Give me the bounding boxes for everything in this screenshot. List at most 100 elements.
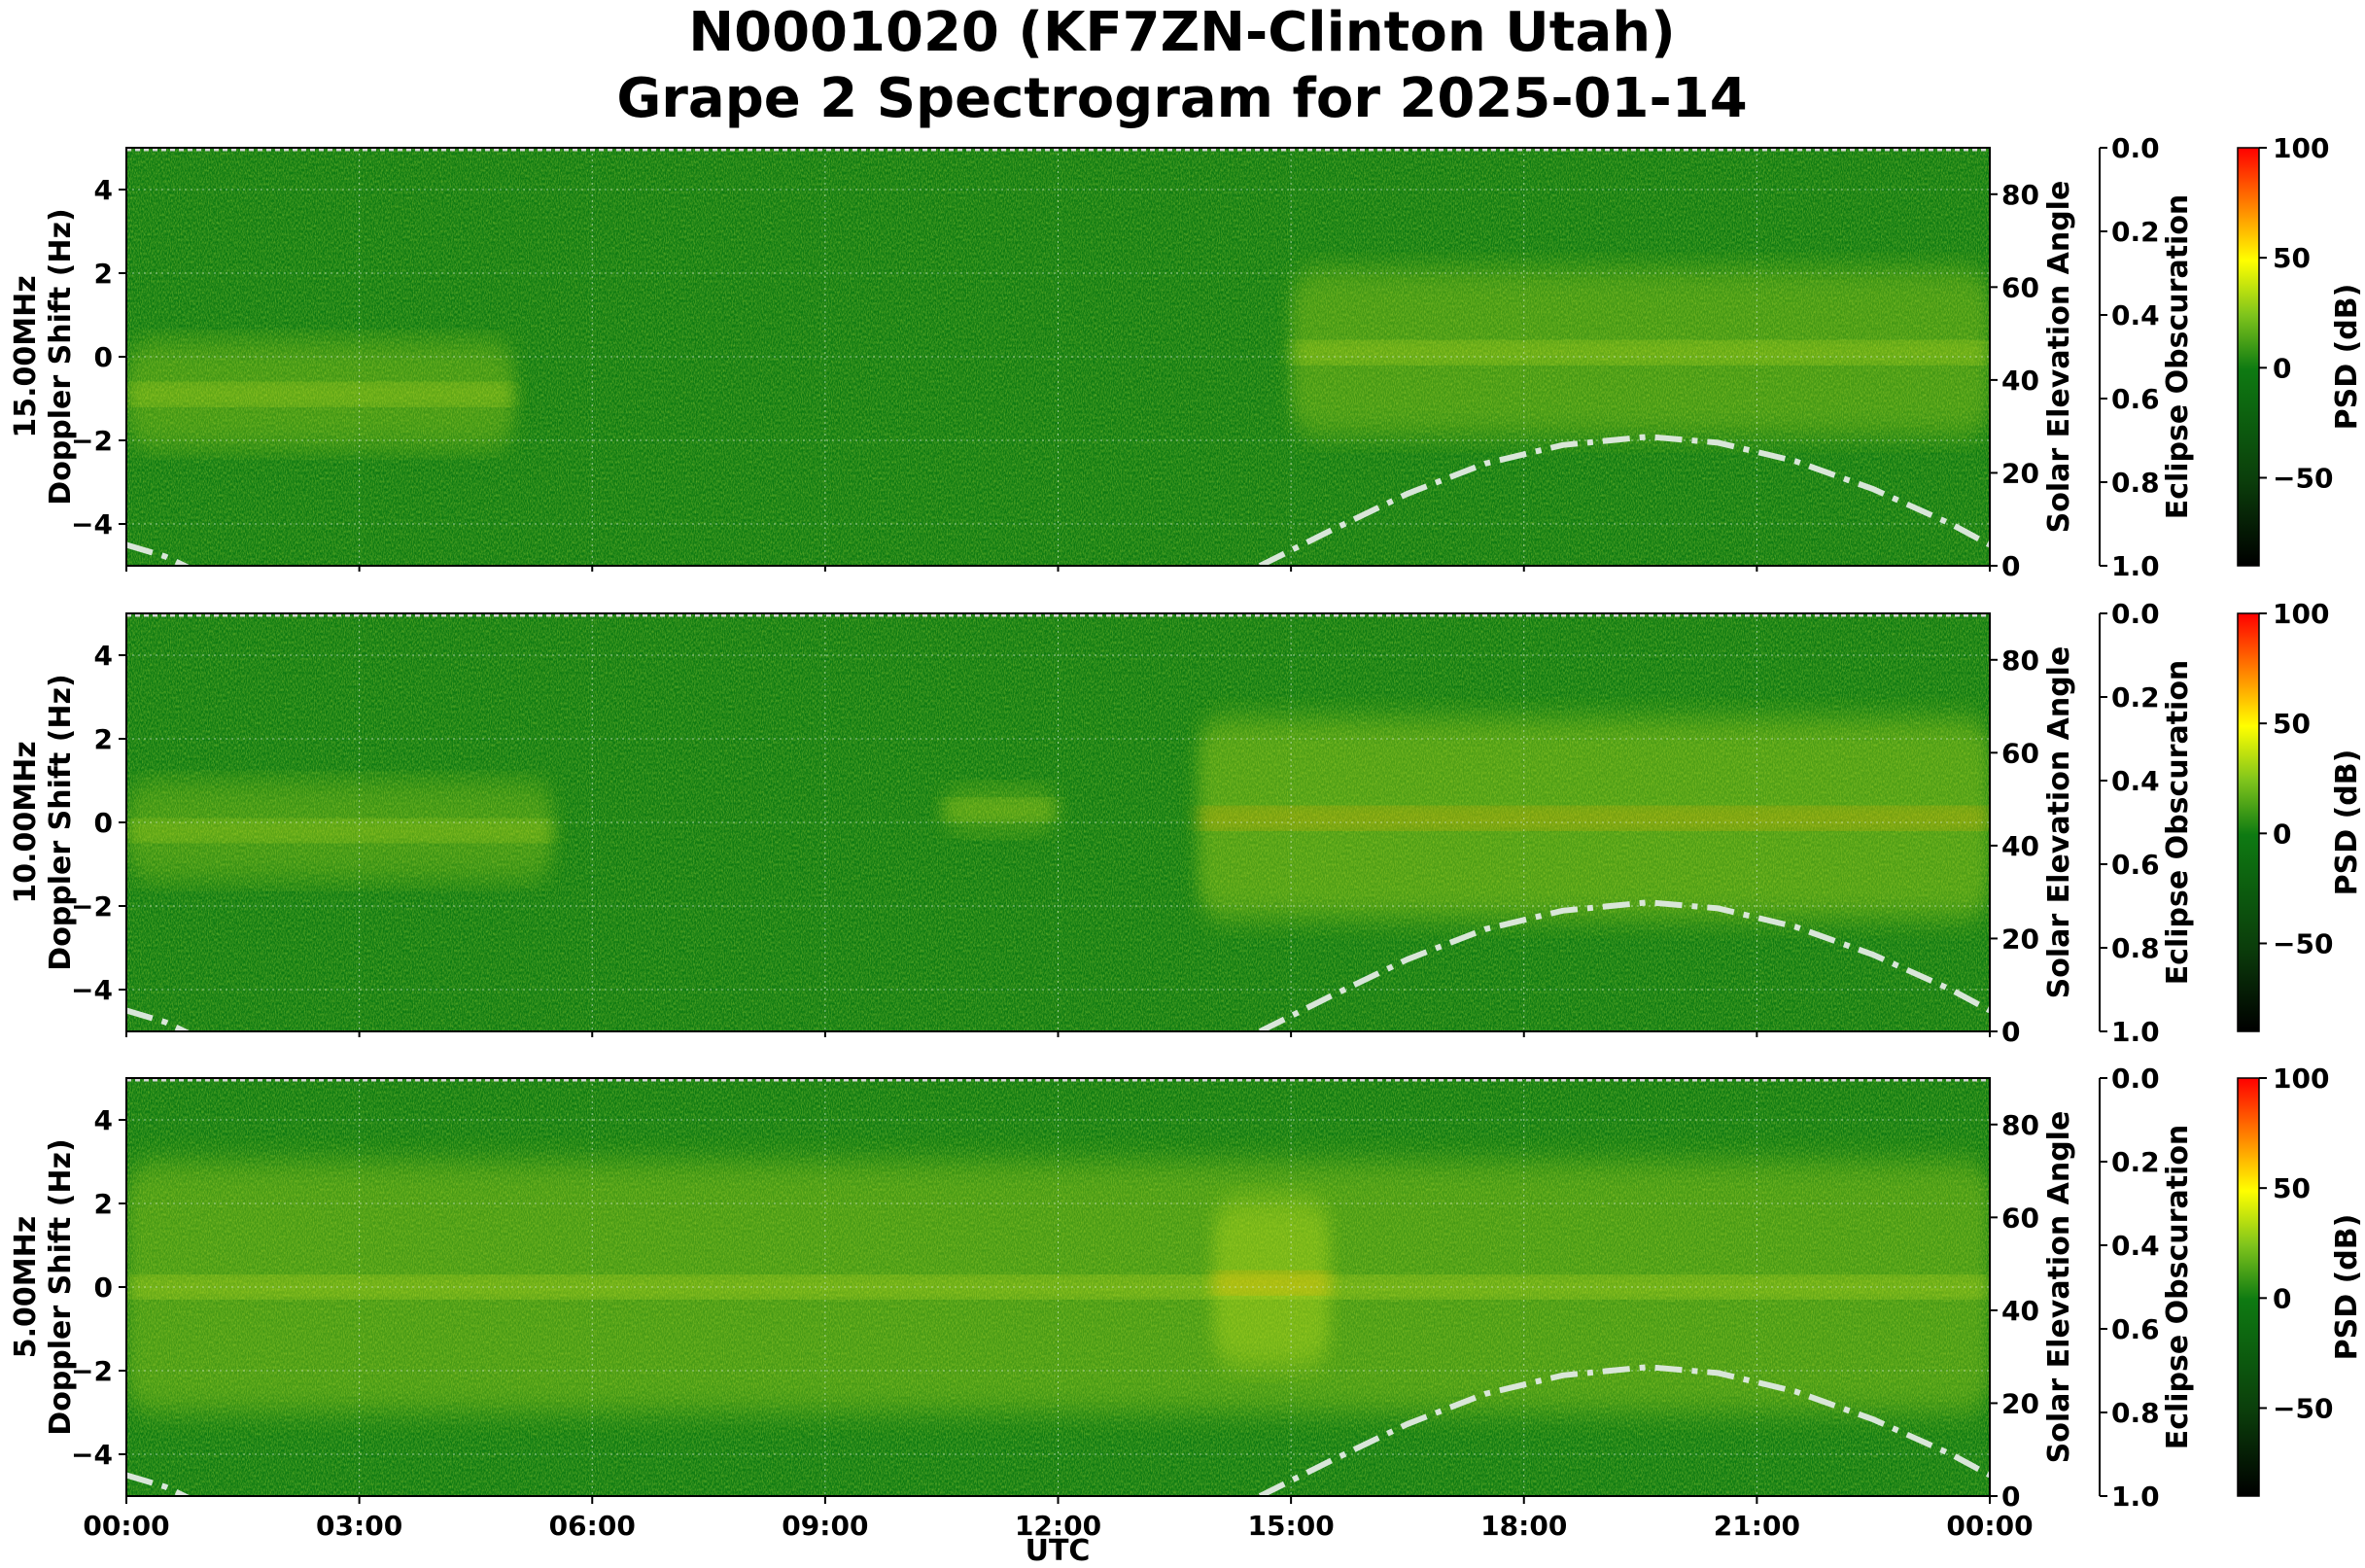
eclipse-axis-label: Eclipse Obscuration <box>2161 660 2195 986</box>
panels: 420−2−415.00MHzDoppler Shift (Hz)8060402… <box>9 132 2364 1542</box>
x-tick-label: 21:00 <box>1714 1510 1800 1542</box>
doppler-trace <box>1213 1272 1331 1294</box>
y-axis-label-unit: Doppler Shift (Hz) <box>44 674 78 970</box>
y2-tick-label: 40 <box>2001 1295 2039 1327</box>
y2-tick-label: 80 <box>2001 1109 2039 1141</box>
y2-tick-label: 60 <box>2001 1202 2039 1234</box>
eclipse-tick-label: 0.4 <box>2111 299 2160 331</box>
y-tick-label: 2 <box>94 258 113 290</box>
panel-5-00mhz: 420−2−45.00MHzDoppler Shift (Hz)80604020… <box>9 1063 2364 1542</box>
eclipse-axis-label: Eclipse Obscuration <box>2161 194 2195 520</box>
x-tick-label: 03:00 <box>316 1510 402 1542</box>
colorbar-tick-label: −50 <box>2273 462 2333 494</box>
x-tick-label: 15:00 <box>1248 1510 1335 1542</box>
colorbar-tick-label: 0 <box>2273 818 2291 850</box>
y2-tick-label: 40 <box>2001 365 2039 397</box>
y2-tick-label: 0 <box>2001 1016 2020 1048</box>
y-tick-label: −2 <box>71 890 113 923</box>
doppler-trace <box>126 819 554 842</box>
y2-tick-label: 80 <box>2001 179 2039 211</box>
colorbar-frame <box>2237 612 2260 1032</box>
doppler-trace <box>126 1276 1990 1298</box>
eclipse-tick-label: 0.8 <box>2111 1397 2160 1429</box>
y2-axis-label: Solar Elevation Angle <box>2042 1111 2076 1464</box>
eclipse-tick-label: 0.2 <box>2111 216 2160 248</box>
x-tick-label: 18:00 <box>1480 1510 1567 1542</box>
colorbar-tick-label: 100 <box>2273 598 2329 630</box>
y-tick-label: −4 <box>71 1439 113 1471</box>
spectrogram-image <box>126 1078 1990 1496</box>
spectrogram-image <box>126 613 1990 1031</box>
y2-tick-label: 40 <box>2001 830 2039 862</box>
y2-axis-label: Solar Elevation Angle <box>2042 181 2076 534</box>
x-tick-label: 09:00 <box>782 1510 868 1542</box>
x-tick-label: 00:00 <box>1946 1510 2033 1542</box>
spectrogram-image <box>126 148 1990 566</box>
solar-elevation-curve <box>126 541 191 566</box>
chart-title-line1: N0001020 (KF7ZN-Clinton Utah) <box>688 1 1676 64</box>
colorbar-label: PSD (dB) <box>2330 284 2364 431</box>
y-tick-label: 4 <box>94 174 113 206</box>
colorbar-tick-label: −50 <box>2273 1392 2333 1424</box>
y-axis-label: 5.00MHzDoppler Shift (Hz) <box>9 1138 78 1435</box>
colorbar <box>2238 148 2259 566</box>
y-tick-label: 2 <box>94 1188 113 1220</box>
colorbar-label: PSD (dB) <box>2330 1214 2364 1361</box>
y-axis-label-unit: Doppler Shift (Hz) <box>44 208 78 505</box>
y2-tick-label: 20 <box>2001 923 2039 955</box>
y-tick-label: 4 <box>94 640 113 672</box>
eclipse-tick-label: 0.0 <box>2111 1063 2160 1095</box>
eclipse-tick-label: 0.0 <box>2111 132 2160 164</box>
doppler-trace <box>1198 807 1990 829</box>
colorbar-tick-label: 0 <box>2273 1282 2291 1314</box>
y-axis-label-unit: Doppler Shift (Hz) <box>44 1138 78 1435</box>
colorbar-frame <box>2237 1077 2260 1497</box>
y2-tick-label: 0 <box>2001 550 2020 582</box>
panel-10-00mhz: 420−2−410.00MHzDoppler Shift (Hz)8060402… <box>9 598 2364 1048</box>
colorbar <box>2238 1078 2259 1496</box>
y2-tick-label: 60 <box>2001 737 2039 769</box>
eclipse-tick-label: 1.0 <box>2111 1481 2160 1513</box>
eclipse-tick-label: 0.0 <box>2111 598 2160 630</box>
colorbar-tick-label: −50 <box>2273 927 2333 959</box>
y-tick-label: 2 <box>94 723 113 755</box>
eclipse-tick-label: 0.2 <box>2111 1146 2160 1178</box>
eclipse-tick-label: 1.0 <box>2111 550 2160 582</box>
panel-15-00mhz: 420−2−415.00MHzDoppler Shift (Hz)8060402… <box>9 132 2364 582</box>
y-axis-label: 15.00MHzDoppler Shift (Hz) <box>9 208 78 505</box>
doppler-trace <box>941 799 1059 820</box>
colorbar-tick-label: 50 <box>2273 1172 2311 1204</box>
y-tick-label: 0 <box>94 807 113 839</box>
colorbar-label: PSD (dB) <box>2330 749 2364 896</box>
eclipse-tick-label: 1.0 <box>2111 1016 2160 1048</box>
colorbar-frame <box>2237 147 2260 567</box>
eclipse-tick-label: 0.2 <box>2111 681 2160 714</box>
eclipse-axis-label: Eclipse Obscuration <box>2161 1125 2195 1450</box>
colorbar-tick-label: 50 <box>2273 242 2311 274</box>
y-axis-label: 10.00MHzDoppler Shift (Hz) <box>9 674 78 970</box>
x-tick-label: 06:00 <box>549 1510 636 1542</box>
y-tick-label: 0 <box>94 341 113 373</box>
x-tick-label: 00:00 <box>83 1510 169 1542</box>
colorbar <box>2238 613 2259 1031</box>
solar-elevation-curve <box>126 1472 191 1496</box>
y2-tick-label: 20 <box>2001 1387 2039 1419</box>
eclipse-tick-label: 0.4 <box>2111 765 2160 797</box>
doppler-trace <box>1291 341 1990 364</box>
y-tick-label: −2 <box>71 425 113 457</box>
y2-tick-label: 20 <box>2001 457 2039 489</box>
eclipse-tick-label: 0.6 <box>2111 1313 2160 1345</box>
y-tick-label: −4 <box>71 508 113 540</box>
y2-tick-label: 60 <box>2001 271 2039 303</box>
y-axis-label-band: 15.00MHz <box>9 275 43 437</box>
y2-tick-label: 80 <box>2001 645 2039 677</box>
eclipse-tick-label: 0.8 <box>2111 932 2160 964</box>
doppler-trace <box>126 383 515 405</box>
colorbar-tick-label: 0 <box>2273 352 2291 384</box>
y-tick-label: 0 <box>94 1272 113 1304</box>
y-axis-label-band: 10.00MHz <box>9 741 43 903</box>
y2-axis-label: Solar Elevation Angle <box>2042 646 2076 999</box>
y2-tick-label: 0 <box>2001 1481 2020 1513</box>
eclipse-tick-label: 0.6 <box>2111 383 2160 415</box>
